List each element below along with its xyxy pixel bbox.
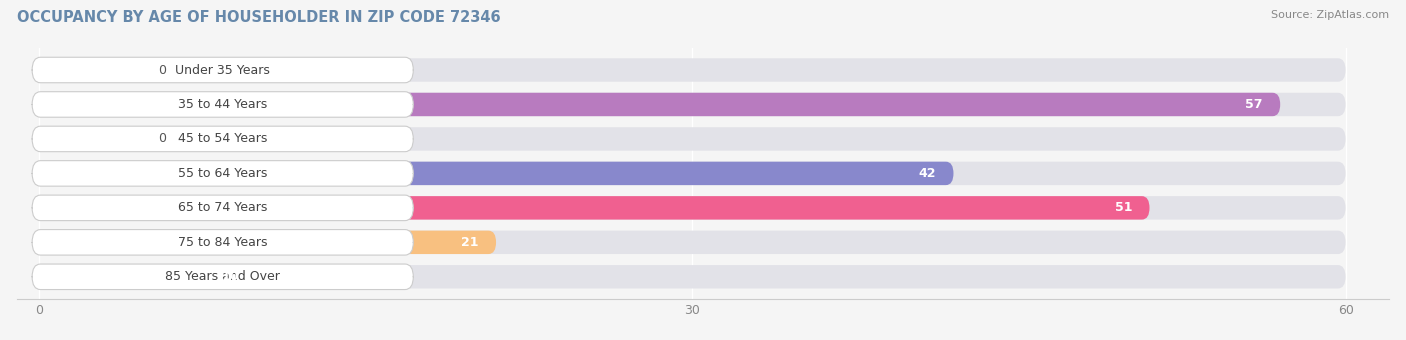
FancyBboxPatch shape [38,231,496,254]
FancyBboxPatch shape [38,265,256,289]
Text: 42: 42 [918,167,936,180]
FancyBboxPatch shape [38,162,1346,185]
FancyBboxPatch shape [32,160,413,186]
FancyBboxPatch shape [38,196,1346,220]
FancyBboxPatch shape [32,126,413,152]
Text: 0: 0 [159,133,166,146]
Text: 45 to 54 Years: 45 to 54 Years [179,133,267,146]
Text: OCCUPANCY BY AGE OF HOUSEHOLDER IN ZIP CODE 72346: OCCUPANCY BY AGE OF HOUSEHOLDER IN ZIP C… [17,10,501,25]
Text: 75 to 84 Years: 75 to 84 Years [179,236,267,249]
FancyBboxPatch shape [32,92,413,117]
Text: 65 to 74 Years: 65 to 74 Years [179,201,267,214]
FancyBboxPatch shape [38,93,1346,116]
FancyBboxPatch shape [38,58,136,82]
FancyBboxPatch shape [38,58,1346,82]
Text: 51: 51 [1115,201,1132,214]
Text: 21: 21 [461,236,478,249]
FancyBboxPatch shape [32,57,413,83]
Text: 0: 0 [159,64,166,76]
Text: 10: 10 [222,270,239,283]
FancyBboxPatch shape [38,265,1346,289]
Text: 55 to 64 Years: 55 to 64 Years [179,167,267,180]
Text: 57: 57 [1246,98,1263,111]
FancyBboxPatch shape [32,264,413,290]
FancyBboxPatch shape [32,230,413,255]
Text: Source: ZipAtlas.com: Source: ZipAtlas.com [1271,10,1389,20]
FancyBboxPatch shape [32,195,413,221]
Text: Under 35 Years: Under 35 Years [176,64,270,76]
FancyBboxPatch shape [38,93,1281,116]
FancyBboxPatch shape [38,127,136,151]
Text: 35 to 44 Years: 35 to 44 Years [179,98,267,111]
Text: 85 Years and Over: 85 Years and Over [166,270,280,283]
FancyBboxPatch shape [38,162,953,185]
FancyBboxPatch shape [38,231,1346,254]
FancyBboxPatch shape [38,127,1346,151]
FancyBboxPatch shape [38,196,1150,220]
